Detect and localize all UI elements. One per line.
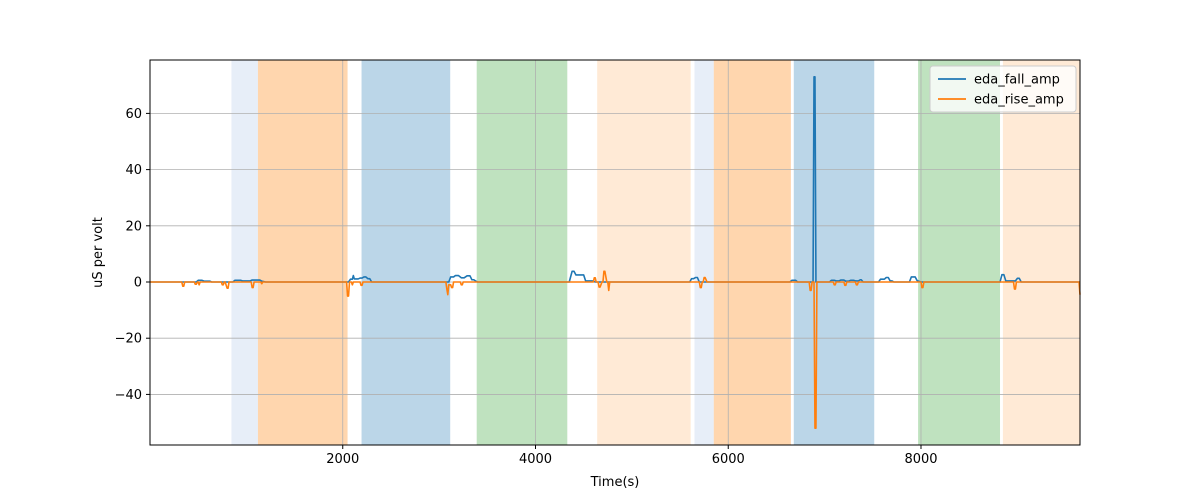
shaded-region-5 xyxy=(694,60,714,445)
shaded-region-7 xyxy=(793,60,875,445)
legend: eda_fall_amp eda_rise_amp xyxy=(929,65,1077,113)
legend-box xyxy=(929,65,1077,113)
x-tick-label-0: 2000 xyxy=(326,452,359,467)
plot-frame xyxy=(149,59,1081,446)
shaded-region-0 xyxy=(231,60,258,445)
y-tick-label-5: 60 xyxy=(125,107,142,122)
x-axis-ticks: 2000 4000 6000 8000 xyxy=(326,445,938,467)
y-tick-label-3: 20 xyxy=(125,219,142,234)
shaded-region-4 xyxy=(597,60,691,445)
x-tick-label-3: 8000 xyxy=(904,452,937,467)
shaded-region-2 xyxy=(361,60,451,445)
x-tick-label-2: 6000 xyxy=(712,452,745,467)
y-axis-label: uS per volt xyxy=(91,217,106,288)
shaded-region-9 xyxy=(1002,60,1080,445)
y-tick-label-0: −40 xyxy=(115,388,142,403)
series-line-eda_fall_amp xyxy=(150,76,1080,283)
shaded-region-8 xyxy=(918,60,1001,445)
y-tick-label-2: 0 xyxy=(134,276,142,291)
y-tick-label-4: 40 xyxy=(125,163,142,178)
y-axis-ticks: −40 −20 0 20 40 60 xyxy=(115,107,150,403)
series-lines xyxy=(150,76,1081,429)
shaded-regions xyxy=(231,60,1080,445)
x-tick-label-1: 4000 xyxy=(519,452,552,467)
shaded-region-1 xyxy=(257,60,348,445)
legend-label-eda_rise_amp: eda_rise_amp xyxy=(974,93,1064,108)
shaded-region-3 xyxy=(476,60,568,445)
y-tick-label-1: −20 xyxy=(115,332,142,347)
legend-label-eda_fall_amp: eda_fall_amp xyxy=(974,73,1060,88)
shaded-region-6 xyxy=(713,60,791,445)
x-axis-label: Time(s) xyxy=(590,475,640,490)
series-line-eda_rise_amp xyxy=(150,270,1081,429)
